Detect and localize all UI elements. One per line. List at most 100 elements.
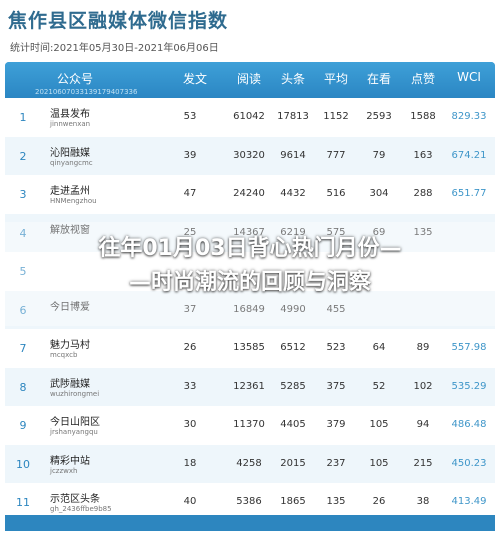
banner-overlay xyxy=(0,222,500,326)
headline-value: 17813 xyxy=(277,111,309,122)
posts-value: 47 xyxy=(183,188,197,199)
watching-value: 105 xyxy=(369,457,389,469)
rank-number: 10 xyxy=(16,457,30,471)
wci-value: 557.98 xyxy=(451,342,487,353)
rank-number: 11 xyxy=(16,496,30,509)
table-header: 公众号 发文 阅读 头条 平均 在看 点赞 WCI 20210607033139… xyxy=(5,62,495,98)
table-row[interactable]: 6 今日博爱 37 16849 4990 455 xyxy=(5,290,495,329)
account-name: 魅力马村 xyxy=(50,340,90,351)
account-name: 今日博爱 xyxy=(50,301,90,313)
column-header-posts: 发文 xyxy=(182,72,207,86)
wci-value: 486.48 xyxy=(451,419,487,430)
banner-line-1: 往年01月03日背心热门月份— xyxy=(98,236,402,261)
rank-number: 4 xyxy=(19,226,27,240)
likes-value: 1588 xyxy=(410,111,436,122)
table-row[interactable]: 1 温县发布 jinnwenxan 53 61042 17813 1152 2593 1588 8… xyxy=(5,98,495,137)
statistics-period: 统计时间:2021年05月30日-2021年06月06日 xyxy=(10,43,219,54)
table-row[interactable]: 3 走进孟州 HNMengzhou 47 24240 4432 516 304 288 651.7… xyxy=(5,175,495,214)
header: 焦作县区融媒体微信指数 统计时间:2021年05月30日-2021年06月06日 xyxy=(0,0,500,62)
wci-value: 651.77 xyxy=(451,188,487,199)
reads-value: 5386 xyxy=(236,496,262,507)
rank-number: 3 xyxy=(19,188,27,201)
headline-value: 4405 xyxy=(280,419,306,430)
column-header-watching: 在看 xyxy=(366,72,391,86)
table-row[interactable]: 4 解放视窗 25 14367 6219 575 69 135 xyxy=(5,213,495,252)
wci-value: 450.23 xyxy=(451,457,487,469)
posts-value: 39 xyxy=(183,149,197,161)
account-id: mcqxcb xyxy=(50,351,78,359)
account-name: 沁阳融媒 xyxy=(50,147,90,159)
account-id: wuzhirongmei xyxy=(50,389,100,398)
likes-value: 288 xyxy=(413,188,433,199)
posts-value: 37 xyxy=(183,303,197,315)
account-name: 武陟融媒 xyxy=(50,378,90,390)
watching-value: 2593 xyxy=(366,111,392,122)
watching-value: 52 xyxy=(372,380,386,392)
wci-value: 674.21 xyxy=(451,149,487,161)
page-title: 焦作县区融媒体微信指数 xyxy=(8,10,229,32)
table-row[interactable]: 10 精彩中站 jczzwxh 18 4258 2015 237 105 215 450.23 xyxy=(5,444,495,483)
ranking-table: 公众号 发文 阅读 头条 平均 在看 点赞 WCI 20210607033139… xyxy=(5,62,495,531)
reads-value: 14367 xyxy=(233,226,265,238)
posts-value: 18 xyxy=(183,457,197,469)
table-row[interactable]: 5 xyxy=(5,252,495,291)
rank-number: 2 xyxy=(19,149,27,163)
likes-value: 94 xyxy=(416,419,430,430)
headline-value: 1865 xyxy=(280,496,306,507)
posts-value: 40 xyxy=(183,496,197,507)
average-value: 516 xyxy=(326,188,346,199)
reads-value: 61042 xyxy=(233,111,265,122)
average-value: 1152 xyxy=(323,111,349,122)
watching-value: 79 xyxy=(372,149,386,161)
headline-value: 6512 xyxy=(280,342,306,353)
rank-number: 9 xyxy=(19,419,27,432)
account-id: qinyangcmc xyxy=(50,158,93,167)
table-footer-bar xyxy=(5,515,495,531)
account-name: 今日山阳区 xyxy=(50,417,100,428)
account-name: 示范区头条 xyxy=(50,494,100,505)
average-value: 375 xyxy=(326,380,346,392)
average-value: 379 xyxy=(326,419,346,430)
wci-value: 535.29 xyxy=(451,380,487,392)
average-value: 523 xyxy=(326,342,346,353)
watching-value: 105 xyxy=(369,419,389,430)
account-id: jrshanyangqu xyxy=(50,428,98,436)
likes-value: 135 xyxy=(413,226,433,238)
account-id: jczzwxh xyxy=(50,466,78,475)
account-name: 解放视窗 xyxy=(50,224,90,236)
account-id: jinnwenxan xyxy=(50,120,91,128)
posts-value: 53 xyxy=(183,111,197,122)
watching-value: 26 xyxy=(372,496,386,507)
rank-number: 5 xyxy=(19,265,27,278)
average-value: 777 xyxy=(326,149,346,161)
column-header-reads: 阅读 xyxy=(236,72,261,86)
posts-value: 25 xyxy=(183,226,197,238)
rank-number: 8 xyxy=(19,380,27,394)
reads-value: 11370 xyxy=(233,419,265,430)
watching-value: 64 xyxy=(372,342,386,353)
account-name: 走进孟州 xyxy=(50,186,90,197)
column-header-wci: WCI xyxy=(457,70,481,84)
average-value: 135 xyxy=(326,496,346,507)
rank-number: 1 xyxy=(19,111,27,124)
likes-value: 102 xyxy=(413,380,433,392)
headline-value: 2015 xyxy=(280,457,306,469)
account-id: gh_2436ffbe9b85 xyxy=(50,505,112,513)
posts-value: 30 xyxy=(183,419,197,430)
average-value: 237 xyxy=(326,457,346,469)
table-row[interactable]: 7 魅力马村 mcqxcb 26 13585 6512 523 64 89 557.98 xyxy=(5,329,495,368)
table-row[interactable]: 9 今日山阳区 jrshanyangqu 30 11370 4405 379 105 94 486… xyxy=(5,406,495,445)
rank-number: 6 xyxy=(19,303,27,317)
banner-headline: 往年01月03日背心热门月份— —时尚潮流的回顾与洞察 xyxy=(0,232,500,300)
headline-value: 6219 xyxy=(280,226,306,238)
headline-value: 4990 xyxy=(280,303,306,315)
average-value: 455 xyxy=(326,303,346,315)
table-row[interactable]: 8 武陟融媒 wuzhirongmei 33 12361 5285 375 52 102 535.… xyxy=(5,367,495,406)
table-row[interactable]: 2 沁阳融媒 qinyangcmc 39 30320 9614 777 79 163 674.21 xyxy=(5,136,495,175)
column-header-headline: 头条 xyxy=(280,72,305,86)
banner-line-2: —时尚潮流的回顾与洞察 xyxy=(128,270,371,295)
reads-value: 12361 xyxy=(233,380,265,392)
account-name: 精彩中站 xyxy=(50,455,90,467)
wci-value: 829.33 xyxy=(451,111,487,122)
account-id: HNMengzhou xyxy=(50,197,97,205)
